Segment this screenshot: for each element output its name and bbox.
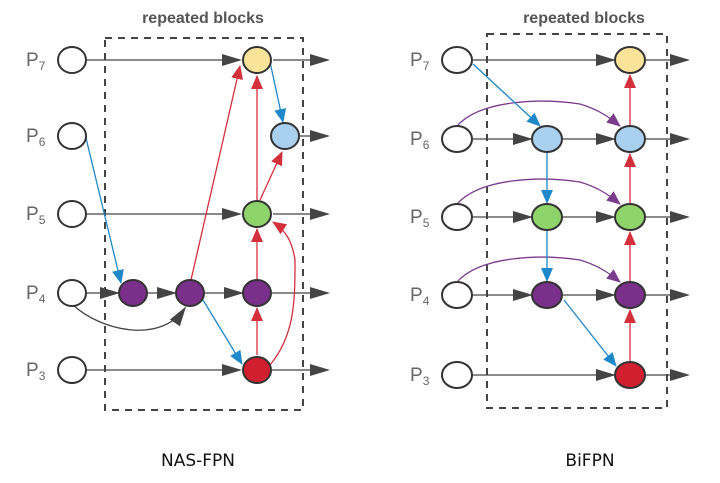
intermediate-node-p6 [531,125,563,153]
input-node-p4 [57,279,87,307]
bifpn-nodes [441,46,646,389]
input-node-p6 [57,122,87,150]
node-p4 [118,279,148,307]
level-label-p4: P4 [26,283,46,306]
level-label-p5: P5 [410,207,430,230]
node-p3 [242,356,272,384]
node-p4 [175,279,205,307]
nas-fpn-edges [72,54,330,376]
skip-edge [456,256,621,283]
top-down-edge [563,299,617,367]
input-node-p7 [57,46,87,74]
bifpn-caption: BiFPN [565,451,614,471]
output-node-p7 [614,46,646,74]
bifpn-block-label: repeated blocks [523,10,645,27]
input-node-p6 [441,125,473,153]
node-p7 [242,46,272,74]
skip-edge [72,304,187,331]
intermediate-node-p4 [531,281,563,309]
node-p4 [242,279,272,307]
input-node-p7 [441,46,473,74]
input-node-p4 [441,281,473,309]
nas-fpn-level-labels: P7 P6 P5 P4 P3 [26,50,46,383]
input-node-p5 [441,203,473,231]
nas-fpn-nodes [57,46,300,384]
level-label-p7: P7 [26,50,46,73]
intermediate-node-p5 [531,203,563,231]
output-node-p6 [614,125,646,153]
skip-edge [456,178,621,205]
level-label-p3: P3 [410,365,430,388]
bifpn-repeated-block-box [486,33,668,409]
level-label-p6: P6 [26,126,46,149]
input-node-p3 [441,361,473,389]
nas-fpn-diagram: repeated blocks P7 P6 P5 P4 P3 [26,10,330,471]
skip-edge [456,100,621,127]
node-p5 [242,200,272,228]
bottom-up-edge [190,65,243,281]
bottom-up-edge [269,221,296,366]
top-down-edge [202,299,243,365]
bottom-up-edge [259,151,283,201]
output-node-p3 [614,361,646,389]
bifpn-level-labels: P7 P6 P5 P4 P3 [410,50,430,388]
node-p6 [270,122,300,150]
input-node-p5 [57,200,87,228]
nas-fpn-block-label: repeated blocks [142,10,264,27]
level-label-p4: P4 [410,285,430,308]
nas-fpn-repeated-block-box [104,37,304,411]
output-node-p4 [614,281,646,309]
level-label-p3: P3 [26,360,46,383]
top-down-edge [269,61,287,123]
level-label-p6: P6 [410,129,430,152]
output-node-p5 [614,203,646,231]
level-label-p7: P7 [410,50,430,73]
input-node-p3 [57,356,87,384]
nas-fpn-caption: NAS-FPN [161,451,235,471]
top-down-edge [472,63,541,127]
top-down-edge [85,137,124,284]
level-label-p5: P5 [26,204,46,227]
bifpn-edges [456,54,690,381]
bifpn-diagram: repeated blocks P7 P6 P5 P4 P3 [410,10,690,471]
